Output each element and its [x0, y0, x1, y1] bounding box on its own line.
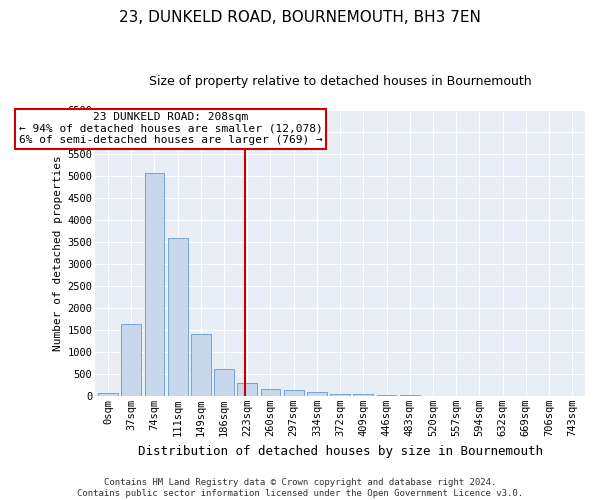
Bar: [121, 324, 141, 396]
Text: Contains HM Land Registry data © Crown copyright and database right 2024.
Contai: Contains HM Land Registry data © Crown c…: [77, 478, 523, 498]
Text: 23, DUNKELD ROAD, BOURNEMOUTH, BH3 7EN: 23, DUNKELD ROAD, BOURNEMOUTH, BH3 7EN: [119, 10, 481, 25]
Bar: [145, 173, 164, 396]
Bar: [191, 334, 211, 396]
Title: Size of property relative to detached houses in Bournemouth: Size of property relative to detached ho…: [149, 75, 532, 88]
Bar: [168, 238, 188, 396]
Bar: [377, 394, 397, 396]
X-axis label: Distribution of detached houses by size in Bournemouth: Distribution of detached houses by size …: [137, 444, 542, 458]
Bar: [284, 390, 304, 396]
Bar: [238, 382, 257, 396]
Bar: [353, 394, 373, 396]
Bar: [307, 392, 327, 396]
Y-axis label: Number of detached properties: Number of detached properties: [53, 155, 64, 351]
Bar: [260, 389, 280, 396]
Bar: [214, 370, 234, 396]
Bar: [330, 394, 350, 396]
Bar: [98, 393, 118, 396]
Text: 23 DUNKELD ROAD: 208sqm
← 94% of detached houses are smaller (12,078)
6% of semi: 23 DUNKELD ROAD: 208sqm ← 94% of detache…: [19, 112, 323, 146]
